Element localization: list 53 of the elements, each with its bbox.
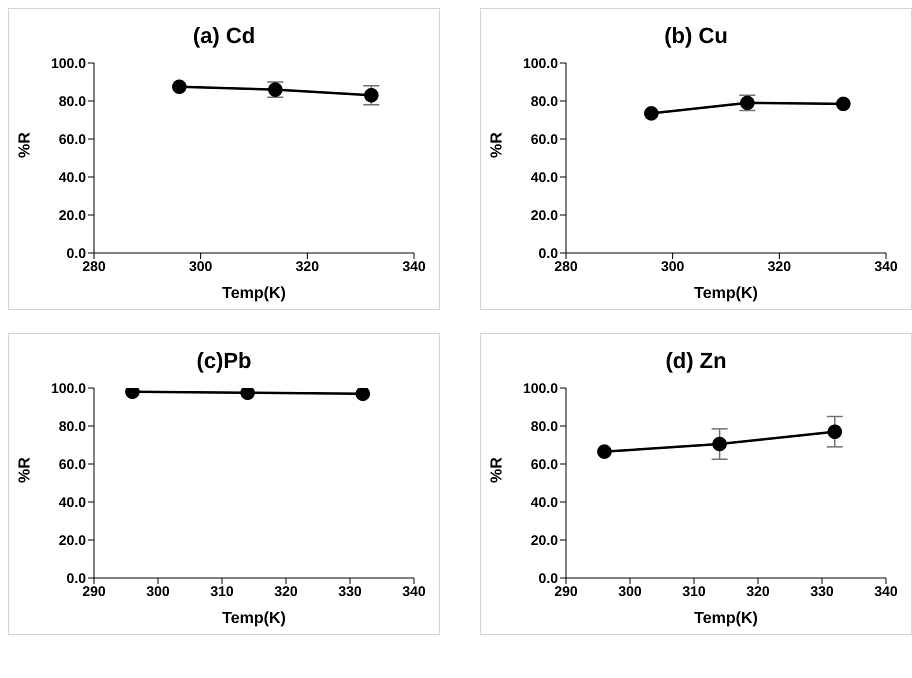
- x-tick-label: 320: [296, 258, 320, 274]
- x-axis-title: Temp(K): [694, 610, 758, 627]
- y-tick-label: 60.0: [58, 130, 86, 147]
- y-tick-label: 60.0: [530, 456, 558, 472]
- x-tick-label: 340: [874, 582, 898, 599]
- x-tick-label: 320: [768, 258, 792, 274]
- y-axis-title: %R: [488, 132, 506, 158]
- y-tick-label: 20.0: [58, 532, 86, 548]
- x-tick-label: 320: [274, 582, 298, 599]
- x-axis-title: Temp(K): [694, 285, 758, 302]
- x-axis-title: Temp(K): [222, 285, 286, 302]
- y-axis-title: %R: [16, 132, 34, 158]
- y-tick-label: 40.0: [530, 494, 558, 510]
- y-tick-label: 60.0: [58, 456, 86, 472]
- point: [597, 444, 612, 459]
- point: [836, 96, 851, 112]
- y-tick-label: 40.0: [58, 494, 86, 510]
- y-tick-label: 60.0: [530, 130, 558, 147]
- x-tick-label: 300: [146, 582, 170, 599]
- y-tick-label: 20.0: [530, 206, 558, 223]
- chart-title: (d) Zn: [664, 348, 728, 375]
- y-tick-label: 100.0: [50, 380, 86, 396]
- point: [712, 436, 727, 452]
- x-tick-label: 340: [402, 582, 426, 599]
- x-tick-label: 340: [874, 258, 898, 274]
- x-tick-label: 320: [746, 582, 770, 599]
- y-tick-label: 20.0: [58, 206, 86, 223]
- y-tick-label: 100.0: [522, 380, 558, 396]
- x-tick-label: 300: [618, 582, 642, 599]
- y-tick-label: 80.0: [530, 418, 558, 434]
- y-axis-title: %R: [16, 456, 34, 483]
- chart-title: (a) Cd: [192, 23, 256, 50]
- y-tick-label: 80.0: [58, 92, 86, 109]
- y-tick-label: 80.0: [58, 418, 86, 434]
- chart-title: (b) Cu: [663, 23, 729, 50]
- x-tick-label: 330: [810, 582, 834, 599]
- y-axis-title: %R: [488, 456, 506, 483]
- y-tick-label: 40.0: [58, 168, 86, 185]
- x-tick-label: 340: [402, 258, 426, 274]
- y-tick-label: 100.0: [522, 54, 558, 71]
- point: [828, 424, 842, 439]
- y-tick-label: 100.0: [50, 54, 86, 71]
- x-tick-label: 330: [338, 582, 362, 599]
- x-axis-title: Temp(K): [222, 610, 286, 627]
- y-tick-label: 80.0: [530, 92, 558, 109]
- chart-title: (c)Pb: [196, 348, 252, 375]
- y-tick-label: 20.0: [530, 532, 558, 548]
- x-tick-label: 310: [682, 582, 706, 599]
- x-tick-label: 300: [188, 258, 213, 274]
- y-tick-label: 40.0: [530, 168, 558, 185]
- x-tick-label: 310: [210, 582, 234, 599]
- x-tick-label: 300: [660, 258, 685, 274]
- point: [644, 106, 659, 121]
